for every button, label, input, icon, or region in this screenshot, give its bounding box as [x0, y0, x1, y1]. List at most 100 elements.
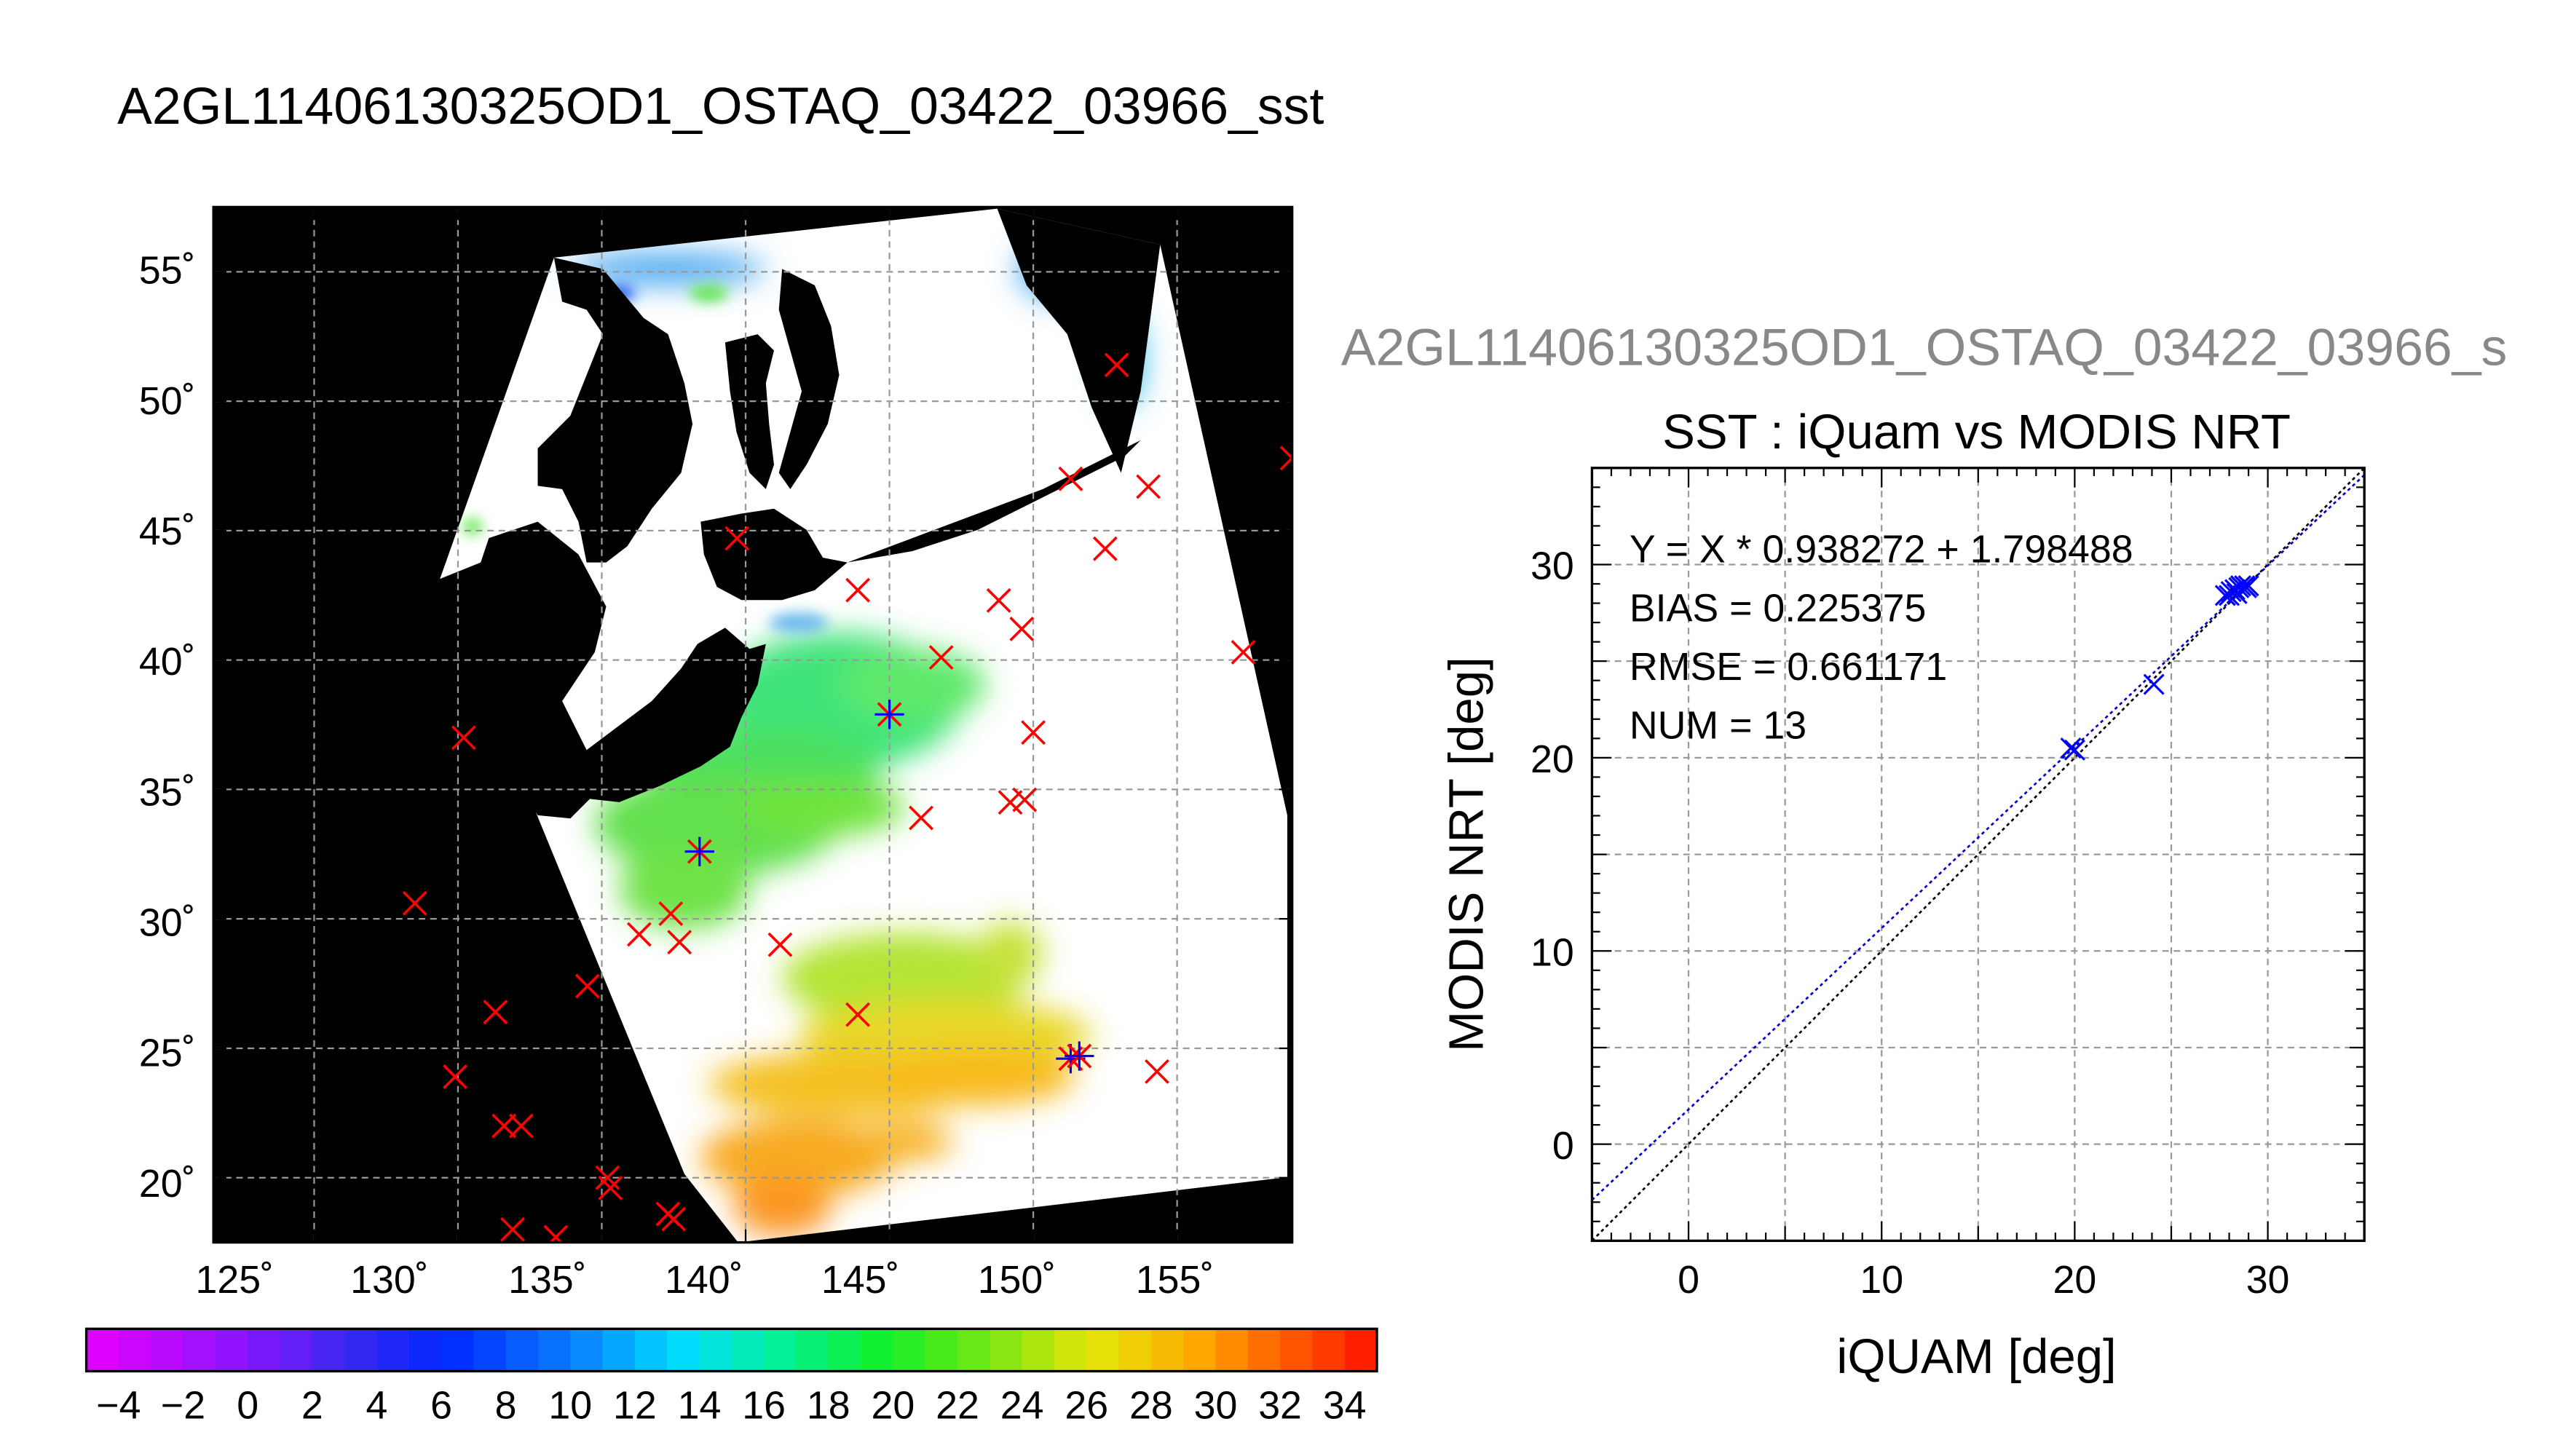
insitu-marker-red	[1021, 720, 1046, 745]
insitu-marker-red	[1009, 617, 1035, 641]
colorbar-cell	[634, 1329, 668, 1372]
insitu-marker-red	[543, 1224, 569, 1243]
x-axis-label: iQUAM [deg]	[1836, 1329, 2116, 1384]
insitu-markers	[402, 352, 1292, 1243]
insitu-marker-red	[508, 1113, 534, 1139]
colorbar-cell	[1312, 1329, 1346, 1372]
scatter-x-tick-label: 10	[1860, 1258, 1903, 1302]
insitu-marker-red	[598, 1175, 623, 1200]
scatter-x-tick-label: 20	[2053, 1258, 2097, 1302]
insitu-marker-red	[574, 973, 600, 999]
scatter-ticks	[1592, 467, 2366, 1241]
scatter-title: SST : iQuam vs MODIS NRT	[1662, 405, 2291, 459]
insitu-marker-red	[928, 645, 954, 670]
scatter-x-tick-label: 30	[2246, 1258, 2290, 1302]
colorbar-tick-label: 14	[678, 1383, 722, 1427]
lon-label: 155˚	[1136, 1258, 1214, 1302]
insitu-marker-red	[500, 1216, 525, 1242]
colorbar-cell	[1215, 1329, 1249, 1372]
insitu-marker-red	[1145, 1059, 1169, 1084]
lon-label: 145˚	[821, 1258, 899, 1302]
scatter-x-tick-labels: 0 10 20 30	[1678, 1258, 2289, 1302]
colorbar-tick-label: 20	[871, 1383, 915, 1427]
colorbar-tick-label: 18	[807, 1383, 850, 1427]
insitu-marker-red	[998, 790, 1023, 815]
colorbar-tick-label: 6	[430, 1383, 452, 1427]
scatter-plot: SST : iQuam vs MODIS NRT 0 10 20 30 0 10 20 30…	[1439, 405, 2366, 1384]
y-axis-label: MODIS NRT [deg]	[1439, 657, 1493, 1052]
lon-label: 130˚	[350, 1258, 428, 1302]
scatter-x-tick-label: 0	[1678, 1258, 1699, 1302]
insitu-marker-red	[1092, 536, 1118, 561]
colorbar-cell	[861, 1329, 894, 1372]
insitu-marker-red	[1136, 474, 1161, 499]
colorbar-cell	[925, 1329, 959, 1372]
colorbar-tick-label: 28	[1129, 1383, 1173, 1427]
colorbar-cell	[537, 1329, 572, 1372]
insitu-marker-red	[667, 930, 692, 955]
colorbar-cell	[764, 1329, 797, 1372]
colorbar-tick-label: 22	[936, 1383, 979, 1427]
lon-label: 135˚	[508, 1258, 586, 1302]
colorbar-tick-label: 8	[495, 1383, 517, 1427]
scatter-y-tick-label: 10	[1531, 930, 1574, 974]
colorbar-cell	[602, 1329, 636, 1372]
colorbar-cell	[441, 1329, 475, 1372]
colorbar-cell	[1086, 1329, 1120, 1372]
colorbar-cell	[828, 1329, 862, 1372]
lat-label: 55˚	[139, 249, 196, 293]
lon-label: 125˚	[196, 1258, 274, 1302]
matchup-marker-plus	[1065, 1041, 1094, 1071]
scatter-file-title: A2GL11406130325OD1_OSTAQ_03422_03966_s	[1341, 319, 2508, 377]
colorbar-cell	[1054, 1329, 1088, 1372]
colorbar-cell	[1118, 1329, 1152, 1372]
colorbar-tick-label: 12	[613, 1383, 657, 1427]
colorbar-cell	[183, 1329, 216, 1372]
lat-label: 25˚	[139, 1032, 196, 1075]
insitu-marker-red	[491, 1113, 517, 1139]
scatter-y-tick-label: 0	[1552, 1124, 1574, 1168]
page-title: A2GL11406130325OD1_OSTAQ_03422_03966_sst	[117, 77, 1324, 135]
lat-label: 40˚	[139, 640, 196, 684]
bias-value: BIAS = 0.225375	[1630, 586, 1927, 630]
colorbar-cell	[796, 1329, 829, 1372]
colorbar-cell	[215, 1329, 249, 1372]
colorbar-cell	[280, 1329, 313, 1372]
colorbar-cell	[344, 1329, 378, 1372]
insitu-marker-red	[724, 526, 750, 551]
colorbar-cell	[408, 1329, 443, 1372]
insitu-marker-red	[986, 587, 1011, 613]
insitu-marker-red	[658, 901, 684, 927]
colorbar-tick-label: 2	[301, 1383, 323, 1427]
insitu-marker-red	[845, 577, 871, 603]
colorbar-cell	[86, 1329, 120, 1372]
colorbar-tick-label: 34	[1323, 1383, 1367, 1427]
lon-label: 140˚	[665, 1258, 743, 1302]
lat-label: 20˚	[139, 1162, 196, 1206]
map-lon-labels: 125˚ 130˚ 135˚ 140˚ 145˚ 150˚ 155˚	[196, 1258, 1215, 1302]
scatter-point	[2064, 739, 2085, 761]
colorbar-cell	[1344, 1329, 1378, 1372]
insitu-marker-red	[451, 725, 476, 751]
colorbar-cell	[957, 1329, 991, 1372]
lat-label: 30˚	[139, 901, 196, 945]
lat-label: 50˚	[139, 379, 196, 423]
insitu-marker-red	[767, 932, 793, 957]
colorbar-tick-label: 16	[742, 1383, 786, 1427]
colorbar-cell	[505, 1329, 540, 1372]
colorbar-cell	[990, 1329, 1023, 1372]
colorbar-cell	[473, 1329, 507, 1372]
colorbar-cell	[151, 1329, 184, 1372]
insitu-marker-red	[1231, 640, 1256, 665]
colorbar-tick-label: 24	[1000, 1383, 1044, 1427]
insitu-marker-red	[595, 1165, 620, 1190]
scatter-points	[2060, 575, 2259, 761]
colorbar-tick-label: 0	[237, 1383, 258, 1427]
lon-label: 150˚	[978, 1258, 1056, 1302]
colorbar-cell	[667, 1329, 700, 1372]
colorbar-cell	[376, 1329, 410, 1372]
fit-equation: Y = X * 0.938272 + 1.798488	[1630, 528, 2133, 571]
scatter-point	[2238, 575, 2259, 597]
colorbar-cell	[699, 1329, 732, 1372]
